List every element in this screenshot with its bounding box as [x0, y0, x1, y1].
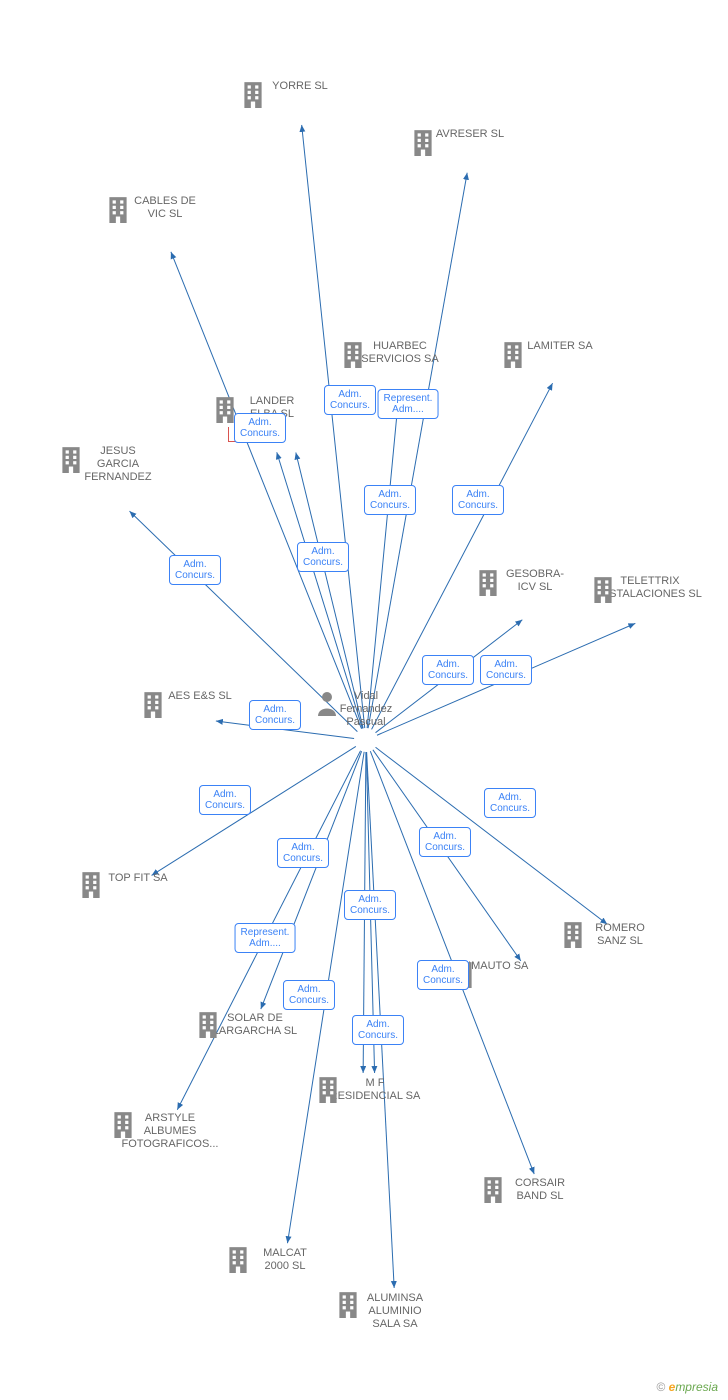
edge-line — [171, 252, 362, 729]
company-node[interactable]: M FRESIDENCIAL SA — [315, 1075, 435, 1105]
edge-label: Represent.Adm.... — [235, 923, 296, 953]
edge-label: Adm.Concurs. — [169, 555, 221, 585]
company-node[interactable]: AVRESER SL — [410, 128, 530, 143]
edge-label: Adm.Concurs. — [297, 542, 349, 572]
edge-label: Adm.Concurs. — [277, 838, 329, 868]
company-node[interactable]: HUARBECSERVICIOS SA — [340, 340, 460, 368]
edge-label: Adm.Concurs. — [283, 980, 335, 1010]
company-node[interactable]: ALUMINSAALUMINIOSALA SA — [335, 1290, 455, 1334]
edge-line — [368, 173, 467, 728]
edge-label: Adm.Concurs. — [344, 890, 396, 920]
company-node[interactable]: SOLAR DELARGARCHA SL — [195, 1010, 315, 1040]
edge-line — [376, 747, 608, 924]
company-node[interactable]: GESOBRA-ICV SL — [475, 568, 595, 596]
edge-line — [302, 125, 365, 728]
edge-label: Adm.Concurs. — [324, 385, 376, 415]
company-node[interactable]: TOP FIT SA — [78, 870, 198, 887]
company-node[interactable]: JESUSGARCIAFERNANDEZ — [58, 445, 178, 487]
edge-label: Adm.Concurs. — [417, 960, 469, 990]
edge-label: Adm.Concurs. — [484, 788, 536, 818]
company-node[interactable]: TELETTRIXINSTALACIONES SL — [590, 575, 710, 603]
edge-line — [277, 452, 363, 728]
company-node[interactable]: ARSTYLEALBUMESFOTOGRAFICOS... — [110, 1110, 230, 1154]
edge-label: Adm.Concurs. — [234, 413, 286, 443]
edge-label: Adm.Concurs. — [352, 1015, 404, 1045]
edge-label: Adm.Concurs. — [452, 485, 504, 515]
company-node[interactable]: AES E&S SL — [140, 690, 260, 705]
footer-credit: © empresia — [656, 1380, 718, 1394]
edge-line — [367, 398, 398, 728]
company-node[interactable]: CABLES DEVIC SL — [105, 195, 225, 223]
edge-label: Represent.Adm.... — [378, 389, 439, 419]
edge-label: Adm.Concurs. — [364, 485, 416, 515]
company-node[interactable]: MALCAT2000 SL — [225, 1245, 345, 1275]
company-node[interactable]: LAMITER SA — [500, 340, 620, 355]
center-node[interactable]: VidalFernandezPascual — [316, 690, 416, 730]
edge-label: Adm.Concurs. — [422, 655, 474, 685]
company-node[interactable]: YORRE SL — [240, 80, 360, 95]
company-node[interactable]: CORSAIRBAND SL — [480, 1175, 600, 1205]
company-node[interactable]: ROMEROSANZ SL — [560, 920, 680, 950]
edge-label: Adm.Concurs. — [419, 827, 471, 857]
edge-line — [261, 751, 362, 1009]
company-node[interactable]: CLIMAUTO SA — [450, 960, 610, 975]
copyright-symbol: © — [656, 1380, 665, 1394]
edge-label: Adm.Concurs. — [199, 785, 251, 815]
edge-label: Adm.Concurs. — [249, 700, 301, 730]
edge-label: Adm.Concurs. — [480, 655, 532, 685]
brand-rest: mpresia — [675, 1380, 718, 1394]
